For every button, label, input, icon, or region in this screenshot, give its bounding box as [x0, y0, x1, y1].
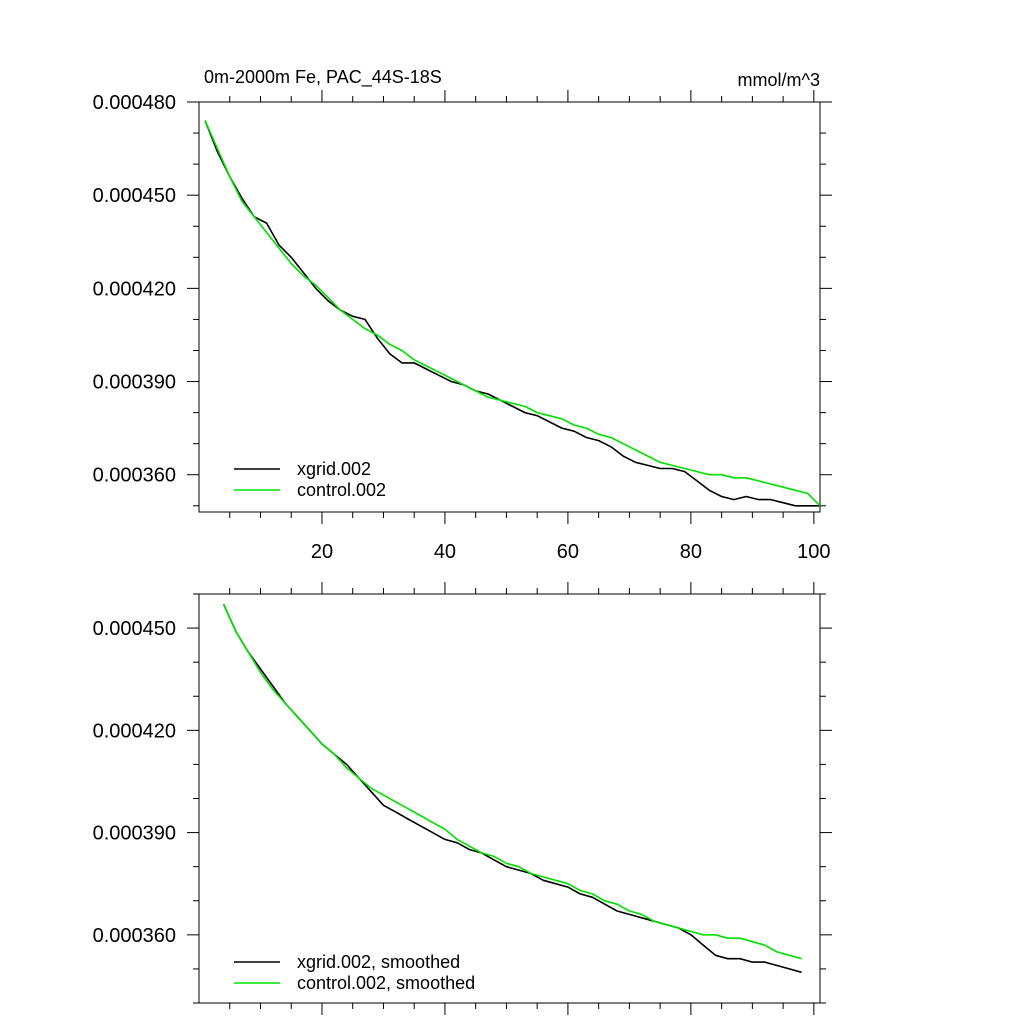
y-tick-label: 0.000450: [93, 185, 176, 207]
y-tick-label: 0.000390: [93, 372, 176, 394]
series-line-control: [204, 120, 821, 507]
chart-title: 0m-2000m Fe, PAC_44S-18S: [204, 67, 442, 88]
x-tick-label: 60: [557, 541, 579, 563]
y-tick-label: 0.000420: [93, 278, 176, 300]
series-line-xgrid: [204, 120, 820, 507]
legend-label-xgrid: xgrid.002: [297, 459, 371, 479]
x-tick-label: 100: [797, 541, 830, 563]
top-panel: 0.000360 0.000390 0.000420 0.000450 0.000480…: [93, 90, 832, 563]
y-tick-label: 0.000420: [93, 720, 176, 742]
x-tick-label: 40: [434, 541, 456, 563]
x-tick-label: 20: [311, 541, 333, 563]
plot-frame: [198, 101, 821, 513]
units-label: mmol/m^3: [738, 70, 820, 90]
y-tick-label: 0.000480: [93, 92, 176, 114]
y-tick-label: 0.000360: [93, 925, 176, 947]
y-tick-label: 0.000450: [93, 618, 176, 640]
series-line-control: [222, 603, 802, 960]
legend-label-xgrid: xgrid.002, smoothed: [297, 952, 460, 972]
legend-label-control: control.002, smoothed: [297, 973, 475, 993]
legend-label-control: control.002: [297, 480, 386, 500]
x-tick-label: 80: [680, 541, 702, 563]
y-tick-label: 0.000360: [93, 465, 176, 487]
y-tick-label: 0.000390: [93, 823, 176, 845]
bottom-panel: 0.000360 0.000390 0.000420 0.000450 xgrid.00…: [93, 582, 832, 1015]
